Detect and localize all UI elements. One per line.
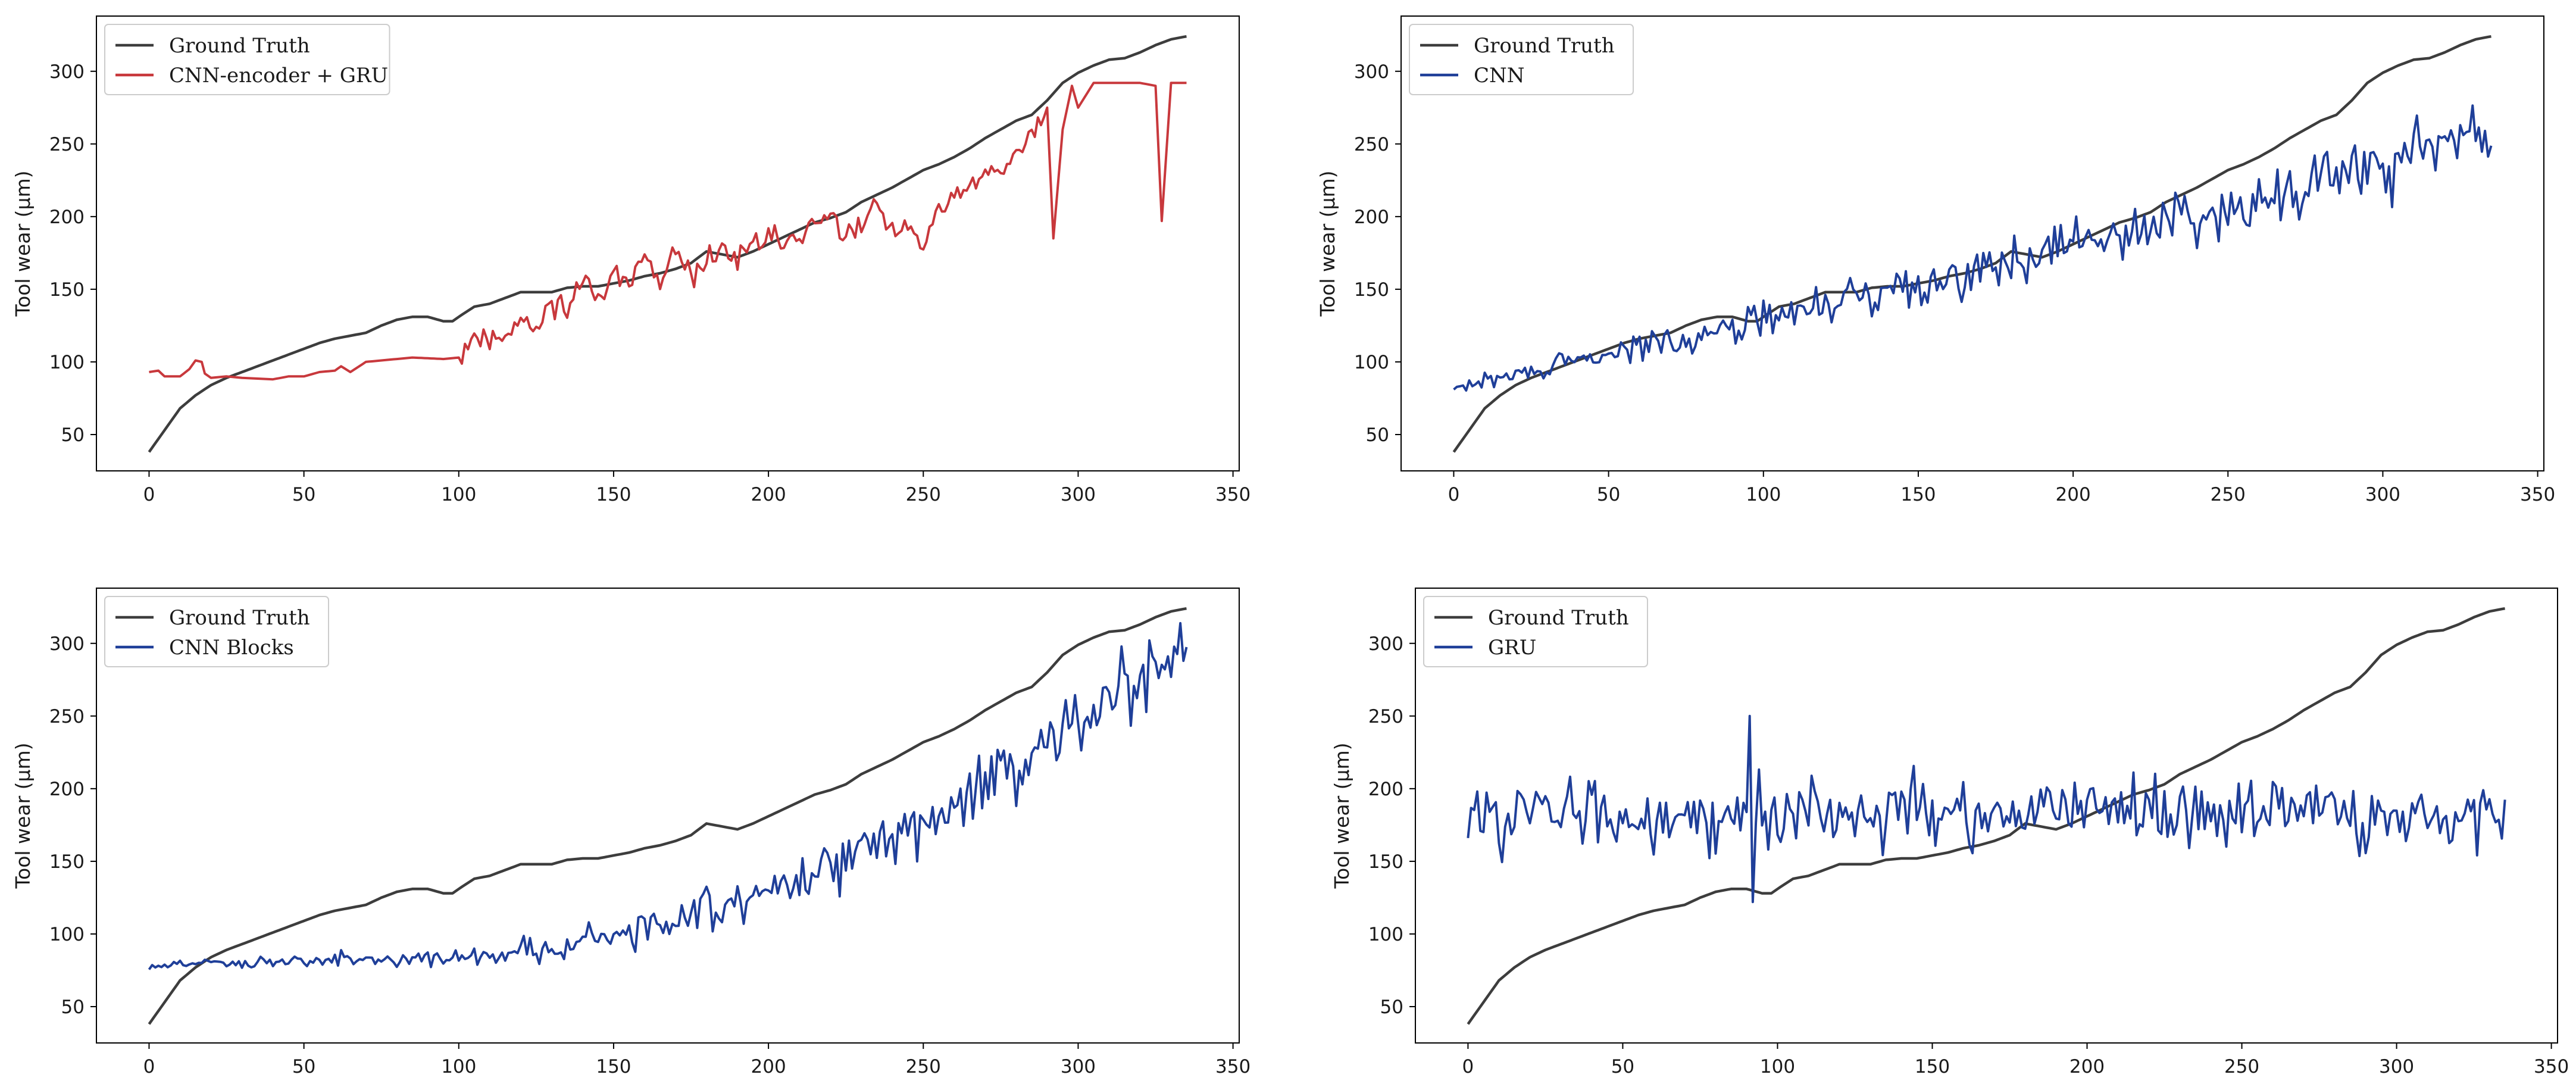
legend: Ground Truth GRU <box>1423 596 1648 667</box>
x-tick-label: 150 <box>1915 1056 1950 1077</box>
y-tick-label: 100 <box>1354 352 1389 373</box>
x-tick-label: 250 <box>906 484 941 505</box>
y-tick-label: 150 <box>49 279 85 301</box>
x-tick-label: 50 <box>292 484 315 505</box>
y-axis-label: Tool wear (µm) <box>1316 170 1339 317</box>
y-tick-label: 50 <box>61 424 85 446</box>
legend-label: Ground Truth <box>169 34 310 58</box>
x-tick-label: 300 <box>2365 484 2400 505</box>
x-tick-label: 300 <box>1061 484 1096 505</box>
x-tick-label: 350 <box>2520 484 2555 505</box>
y-tick-label: 250 <box>1368 706 1403 727</box>
legend-box <box>1409 24 1634 95</box>
x-tick-label: 150 <box>596 484 631 505</box>
panel-cnn: 0 50 100 150 200 250 300 350 50 100 150 200 250 300 To… <box>1316 15 2555 505</box>
legend: Ground Truth CNN <box>1409 24 1634 95</box>
x-tick-label: 100 <box>441 1056 476 1077</box>
legend-label: CNN <box>1474 64 1525 88</box>
legend-label: GRU <box>1488 636 1536 660</box>
plot-frame <box>96 588 1240 1044</box>
y-tick-label: 200 <box>1368 779 1403 800</box>
legend-label: Ground Truth <box>1474 34 1615 58</box>
y-tick-label: 150 <box>1368 851 1403 873</box>
x-tick-label: 0 <box>143 1056 155 1077</box>
series-line-ground-truth <box>1452 35 2491 453</box>
x-tick-label: 0 <box>1448 484 1460 505</box>
y-tick-label: 200 <box>49 207 85 228</box>
y-tick-label: 150 <box>1354 279 1389 301</box>
y-tick-label: 150 <box>49 851 85 873</box>
series-line-ground-truth <box>148 607 1187 1025</box>
panel-cnn-blocks: 0 50 100 150 200 250 300 350 50 100 150 200 250 300 To… <box>11 588 1251 1077</box>
legend-box <box>104 24 390 95</box>
series-line-cnn-encoder-gru <box>149 82 1187 381</box>
plot-frame <box>96 15 1240 471</box>
legend: Ground Truth CNN Blocks <box>104 596 329 667</box>
y-tick-label: 200 <box>49 779 85 800</box>
panel-cnn-encoder-gru: 0 50 100 150 200 250 300 350 50 100 150 200 250 300 To… <box>11 15 1251 505</box>
y-tick-label: 50 <box>61 997 85 1018</box>
legend-box <box>104 596 329 667</box>
y-axis-label: Tool wear (µm) <box>11 742 35 889</box>
x-tick-label: 50 <box>1597 484 1620 505</box>
x-tick-label: 150 <box>596 1056 631 1077</box>
x-tick-label: 200 <box>751 484 786 505</box>
y-tick-label: 100 <box>49 352 85 373</box>
x-tick-label: 100 <box>1760 1056 1795 1077</box>
series-line-cnn <box>1453 104 2493 392</box>
legend-label: Ground Truth <box>1488 606 1629 630</box>
x-tick-label: 350 <box>2534 1056 2569 1077</box>
y-axis-label: Tool wear (µm) <box>1330 742 1353 889</box>
y-tick-label: 300 <box>49 61 85 83</box>
x-tick-label: 100 <box>1746 484 1781 505</box>
y-tick-label: 200 <box>1354 207 1389 228</box>
legend-label: Ground Truth <box>169 606 310 630</box>
y-tick-label: 100 <box>1368 924 1403 945</box>
x-tick-label: 350 <box>1215 1056 1251 1077</box>
x-tick-label: 200 <box>751 1056 786 1077</box>
y-tick-label: 100 <box>49 924 85 945</box>
series-line-ground-truth <box>148 35 1187 453</box>
y-tick-label: 250 <box>49 134 85 155</box>
x-tick-label: 150 <box>1900 484 1936 505</box>
plot-frame <box>1400 15 2544 471</box>
x-tick-label: 250 <box>2224 1056 2259 1077</box>
y-tick-label: 50 <box>1366 424 1389 446</box>
x-tick-label: 100 <box>441 484 476 505</box>
x-tick-label: 300 <box>2379 1056 2414 1077</box>
y-axis-label: Tool wear (µm) <box>11 170 35 317</box>
y-tick-label: 50 <box>1380 997 1403 1018</box>
legend-label: CNN Blocks <box>169 636 294 660</box>
legend-box <box>1423 596 1648 667</box>
x-tick-label: 350 <box>1215 484 1251 505</box>
x-tick-label: 50 <box>292 1056 315 1077</box>
series-line-ground-truth <box>1467 607 2505 1025</box>
plot-frame <box>1415 588 2558 1044</box>
x-tick-label: 50 <box>1611 1056 1634 1077</box>
x-tick-label: 300 <box>1061 1056 1096 1077</box>
y-tick-label: 250 <box>1354 134 1389 155</box>
y-tick-label: 300 <box>1354 61 1389 83</box>
series-line-gru <box>1467 714 2506 904</box>
x-tick-label: 200 <box>2056 484 2091 505</box>
y-tick-label: 300 <box>49 633 85 655</box>
panel-gru: 0 50 100 150 200 250 300 350 50 100 150 200 250 300 To… <box>1330 588 2569 1077</box>
legend: Ground Truth CNN-encoder + GRU <box>104 24 390 95</box>
x-tick-label: 0 <box>143 484 155 505</box>
legend-label: CNN-encoder + GRU <box>169 64 388 88</box>
y-tick-label: 250 <box>49 706 85 727</box>
y-tick-label: 300 <box>1368 633 1403 655</box>
x-tick-label: 200 <box>2069 1056 2105 1077</box>
x-tick-label: 250 <box>2211 484 2246 505</box>
x-tick-label: 0 <box>1462 1056 1474 1077</box>
series-line-cnn-blocks <box>148 621 1188 970</box>
x-tick-label: 250 <box>906 1056 941 1077</box>
